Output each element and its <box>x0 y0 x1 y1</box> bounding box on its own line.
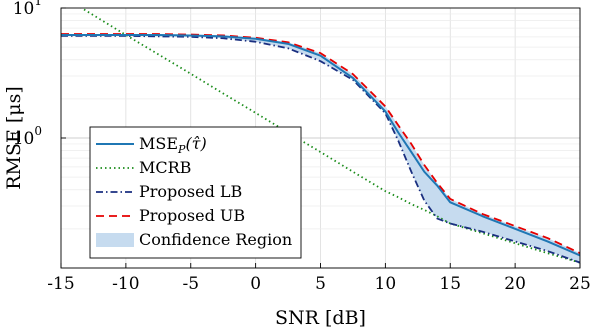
x-tick-label: 10 <box>375 274 397 294</box>
confidence-region-band <box>61 34 580 263</box>
legend-label: MSEP(τ̂) <box>139 134 207 156</box>
y-axis-label: RMSE [μs] <box>3 86 25 190</box>
x-axis-label: SNR [dB] <box>275 307 366 329</box>
legend-label-subscript: P <box>177 143 186 156</box>
legend-label: Confidence Region <box>139 230 292 249</box>
legend-label: Proposed UB <box>139 206 245 225</box>
series-line <box>61 35 580 264</box>
x-tick-label: 15 <box>439 274 461 294</box>
y-tick-exponent: 0 <box>34 124 42 138</box>
x-tick-label: 25 <box>569 274 591 294</box>
x-tick-label: 0 <box>250 274 261 294</box>
x-tick-label: -5 <box>182 274 199 294</box>
series-lines <box>61 8 580 264</box>
legend-label-argument: (τ̂) <box>185 134 206 153</box>
y-tick-label: 101 <box>13 0 42 19</box>
legend-swatch <box>96 233 134 247</box>
legend-label: Proposed LB <box>139 182 242 201</box>
x-tick-label: -15 <box>47 274 74 294</box>
series-line <box>61 33 580 257</box>
y-tick-exponent: 1 <box>34 0 42 8</box>
x-tick-label: 5 <box>315 274 326 294</box>
x-tick-label: 20 <box>504 274 526 294</box>
legend: MSEP(τ̂) MCRB Proposed LB Proposed UB Confid… <box>89 126 302 259</box>
x-tick-label: -10 <box>112 274 139 294</box>
legend-label: MCRB <box>139 158 191 177</box>
